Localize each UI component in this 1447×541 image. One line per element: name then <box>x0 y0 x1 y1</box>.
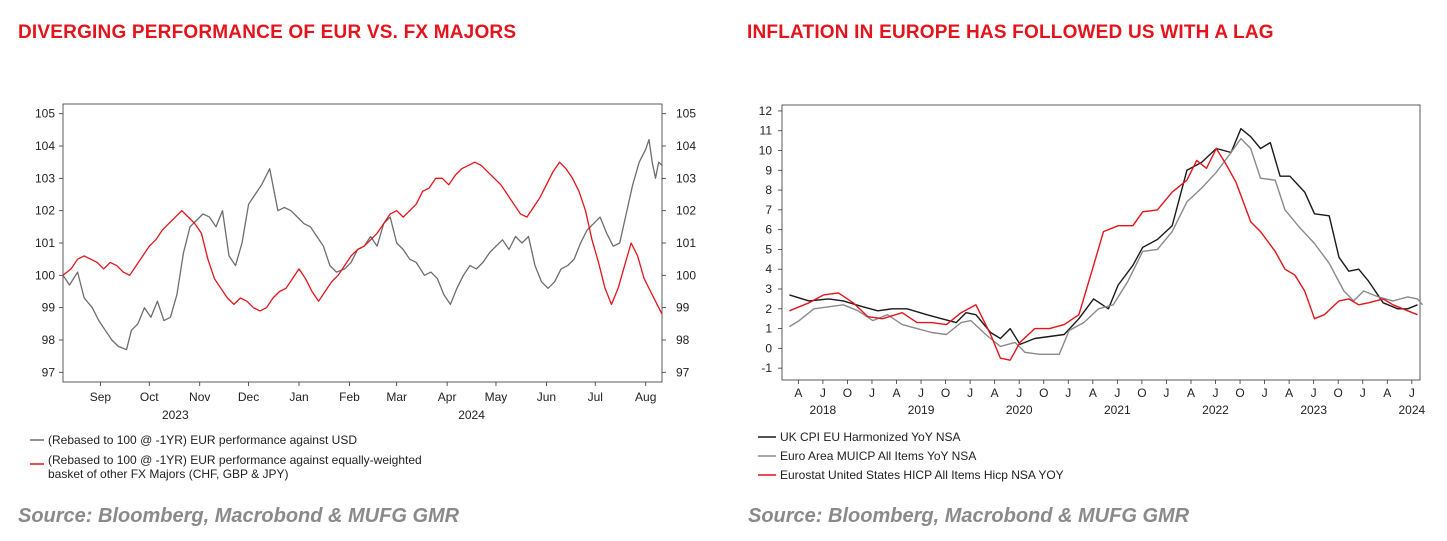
right-x-tick-label: O <box>1235 386 1244 400</box>
right-year-label: 2021 <box>1104 403 1131 417</box>
left-x-tick-label: Oct <box>140 390 159 404</box>
left-x-tick-label: Dec <box>238 390 259 404</box>
right-chart-panel: INFLATION IN EUROPE HAS FOLLOWED US WITH… <box>730 0 1447 541</box>
right-y-tick-label: 6 <box>765 223 772 237</box>
right-x-tick-label: A <box>1383 386 1391 400</box>
usd-series-line <box>62 138 663 351</box>
left-x-tick-label: Jun <box>537 390 556 404</box>
right-plot-frame <box>781 104 1421 381</box>
left-y2-tick-label: 105 <box>676 107 696 121</box>
legend-usd-label: (Rebased to 100 @ -1YR) EUR performance … <box>48 433 357 447</box>
right-y-tick-label: 2 <box>765 302 772 316</box>
right-y-tick-label: 3 <box>765 282 772 296</box>
left-y-tick-label: 101 <box>35 236 55 250</box>
right-x-tick-label: J <box>869 386 875 400</box>
left-y-tick-label: 103 <box>35 171 55 185</box>
right-x-tick-label: J <box>1163 386 1169 400</box>
right-year-label: 2022 <box>1202 403 1229 417</box>
left-y-tick-label: 97 <box>42 365 56 379</box>
left-y2-tick-label: 102 <box>676 204 696 218</box>
left-y2-tick-label: 99 <box>676 301 690 315</box>
left-y2-tick-label: 104 <box>676 139 696 153</box>
right-x-tick-label: O <box>1334 386 1343 400</box>
right-x-tick-label: O <box>1039 386 1048 400</box>
right-y-tick-label: 0 <box>765 341 772 355</box>
left-x-tick-label: Sep <box>90 390 112 404</box>
euro-area-series-line <box>789 137 1424 355</box>
right-x-tick-label: O <box>843 386 852 400</box>
right-y-tick-label: 11 <box>760 124 773 138</box>
right-x-tick-label: O <box>941 386 950 400</box>
right-year-label: 2023 <box>1300 403 1327 417</box>
left-x-tick-label: Aug <box>635 390 656 404</box>
left-y2-tick-label: 98 <box>676 333 690 347</box>
right-x-tick-label: O <box>1137 386 1146 400</box>
right-x-tick-label: A <box>1187 386 1195 400</box>
right-y-tick-label: 10 <box>759 144 773 158</box>
right-y-tick-label: 12 <box>759 104 773 118</box>
legend-euro-label: Euro Area MUICP All Items YoY NSA <box>780 449 976 463</box>
left-y-tick-label: 100 <box>35 268 55 282</box>
right-x-tick-label: J <box>918 386 924 400</box>
right-x-tick-label: A <box>991 386 999 400</box>
left-y-tick-label: 99 <box>42 301 56 315</box>
left-y-tick-label: 98 <box>42 333 56 347</box>
left-y2-tick-label: 100 <box>676 268 696 282</box>
right-y-tick-label: 4 <box>765 262 772 276</box>
left-x-tick-label: May <box>485 390 508 404</box>
right-y-tick-label: 9 <box>765 163 772 177</box>
right-x-tick-label: J <box>967 386 973 400</box>
legend-basket-label-line1: (Rebased to 100 @ -1YR) EUR performance … <box>48 453 422 467</box>
right-x-tick-label: J <box>1213 386 1219 400</box>
right-y-tick-label: -1 <box>761 361 772 375</box>
left-y-tick-label: 104 <box>35 139 55 153</box>
left-y-tick-label: 102 <box>35 204 55 218</box>
legend-basket-label-line2: basket of other FX Majors (CHF, GBP & JP… <box>48 467 289 481</box>
basket-series-line <box>62 161 663 315</box>
left-y2-tick-label: 103 <box>676 171 696 185</box>
uk-cpi-series-line <box>789 127 1418 346</box>
right-year-label: 2018 <box>810 403 837 417</box>
legend-us-label: Eurostat United States HICP All Items Hi… <box>780 468 1064 482</box>
left-y2-tick-label: 101 <box>676 236 696 250</box>
right-x-tick-label: J <box>1262 386 1268 400</box>
left-x-tick-label: Apr <box>438 390 457 404</box>
right-x-tick-label: J <box>1114 386 1120 400</box>
right-x-tick-label: A <box>1285 386 1293 400</box>
right-x-tick-label: J <box>1065 386 1071 400</box>
right-x-tick-label: J <box>820 386 826 400</box>
left-y-tick-label: 105 <box>35 107 55 121</box>
left-y2-tick-label: 97 <box>676 365 690 379</box>
left-source-note: Source: Bloomberg, Macrobond & MUFG GMR <box>18 505 460 527</box>
right-year-label: 2019 <box>908 403 935 417</box>
left-x-tick-label: Jul <box>588 390 603 404</box>
right-y-tick-label: 8 <box>765 183 772 197</box>
right-x-tick-label: A <box>1089 386 1097 400</box>
right-year-label: 2020 <box>1006 403 1033 417</box>
left-x-tick-label: Mar <box>386 390 407 404</box>
right-x-tick-label: J <box>1360 386 1366 400</box>
left-chart-title: DIVERGING PERFORMANCE OF EUR VS. FX MAJO… <box>18 22 517 43</box>
right-x-tick-label: J <box>1016 386 1022 400</box>
right-x-tick-label: J <box>1409 386 1415 400</box>
left-year-label: 2023 <box>162 408 189 422</box>
left-x-tick-label: Nov <box>189 390 210 404</box>
right-x-tick-label: A <box>893 386 901 400</box>
right-year-label: 2024 <box>1398 403 1425 417</box>
right-x-tick-label: J <box>1311 386 1317 400</box>
right-x-tick-label: A <box>794 386 802 400</box>
us-hicp-series-line <box>789 147 1418 361</box>
right-y-tick-label: 7 <box>765 203 772 217</box>
left-x-tick-label: Feb <box>339 390 360 404</box>
legend-uk-label: UK CPI EU Harmonized YoY NSA <box>780 430 961 444</box>
right-source-note: Source: Bloomberg, Macrobond & MUFG GMR <box>748 505 1190 527</box>
right-y-tick-label: 5 <box>765 242 772 256</box>
left-x-tick-label: Jan <box>289 390 308 404</box>
left-chart-panel: DIVERGING PERFORMANCE OF EUR VS. FX MAJO… <box>0 0 720 541</box>
right-y-tick-label: 1 <box>765 322 772 336</box>
right-chart-title: INFLATION IN EUROPE HAS FOLLOWED US WITH… <box>747 22 1274 43</box>
left-year-label: 2024 <box>458 408 485 422</box>
left-line-chart: 97 97 98 98 99 99 100 100 101 101 102 102 103 103 104 1… <box>30 103 696 481</box>
